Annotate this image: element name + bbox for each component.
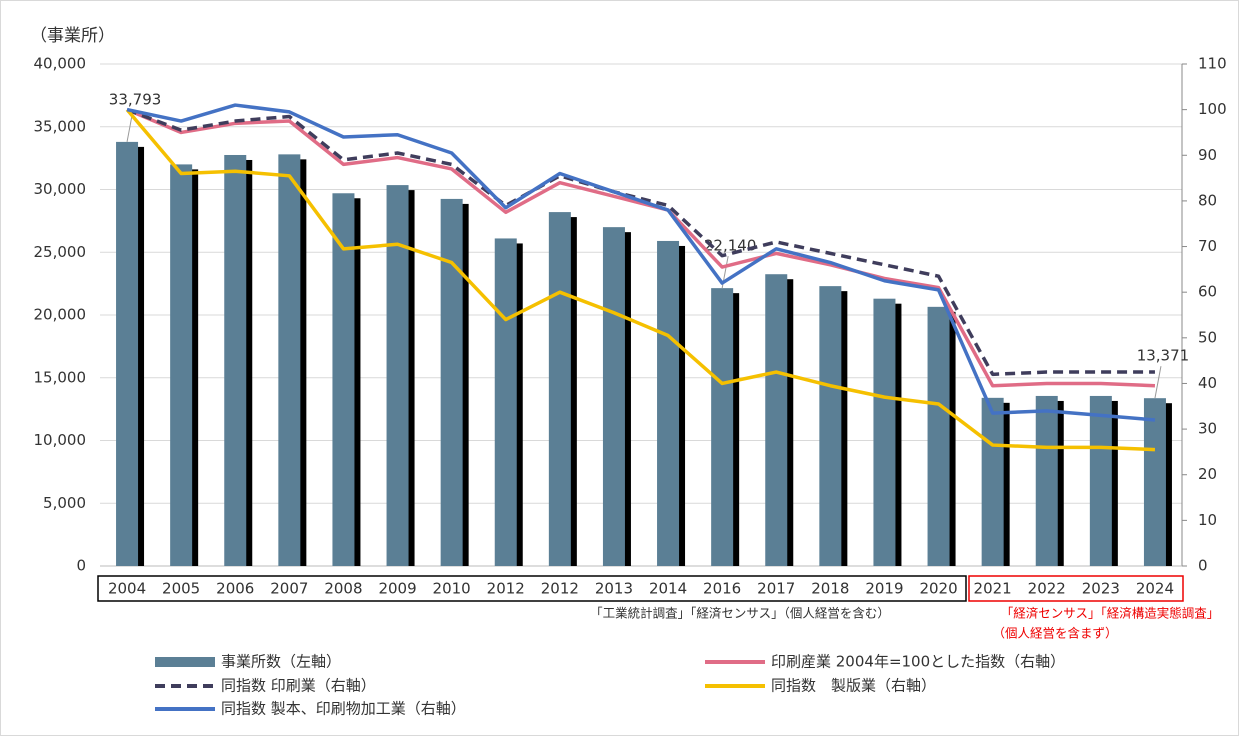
legend-label: 印刷産業 2004年=100とした指数（右軸）: [771, 653, 1065, 671]
y2-tick-label: 90: [1198, 146, 1217, 164]
y-tick-label: 35,000: [34, 117, 87, 135]
bar: [386, 185, 409, 567]
x-tick-label: 2017: [757, 580, 795, 598]
x-tick-label: 2012: [541, 580, 579, 598]
legend-swatch: [155, 657, 215, 667]
bar: [548, 212, 571, 566]
y2-tick-label: 20: [1198, 465, 1217, 483]
bar: [170, 164, 193, 566]
x-tick-label: 2009: [378, 580, 416, 598]
bar: [927, 306, 950, 566]
bar: [116, 141, 139, 567]
line: [126, 103, 1156, 422]
bar: [819, 286, 842, 566]
data-label: 33,793: [109, 90, 162, 108]
x-tick-label: 2024: [1136, 580, 1174, 598]
x-tick-label: 2006: [216, 580, 254, 598]
y-tick-label: 15,000: [34, 368, 87, 386]
y-tick-label: 25,000: [34, 243, 87, 261]
y-axis-title: （事業所）: [30, 26, 115, 46]
group-box: [97, 575, 967, 602]
bar: [1035, 395, 1058, 566]
x-tick-label: 2008: [324, 580, 362, 598]
y-tick-label: 40,000: [34, 55, 87, 73]
line: [126, 108, 1156, 388]
y2-tick-label: 110: [1198, 55, 1227, 73]
x-tick-label: 2012: [487, 580, 525, 598]
x-tick-label: 2013: [595, 580, 633, 598]
annotation: 「工業統計調査」「経済センサス」（個人経営を含む）: [590, 606, 890, 621]
leader-line: [1154, 366, 1162, 399]
line: [125, 108, 1156, 452]
x-tick-label: 2018: [811, 580, 849, 598]
y2-tick-label: 0: [1198, 557, 1208, 575]
bar: [494, 238, 517, 566]
bar: [278, 154, 301, 567]
bar: [224, 154, 247, 567]
y2-tick-label: 70: [1198, 237, 1217, 255]
legend-label: 同指数 製版業（右軸）: [771, 677, 936, 695]
legend-label: 同指数 印刷業（右軸）: [221, 677, 376, 695]
x-tick-label: 2019: [865, 580, 903, 598]
y2-tick-label: 30: [1198, 420, 1217, 438]
x-tick-label: 2021: [974, 580, 1012, 598]
bar: [765, 274, 788, 566]
legend-label: 同指数 製本、印刷物加工業（右軸）: [221, 700, 466, 718]
bar: [1089, 395, 1112, 566]
y-tick-label: 20,000: [34, 306, 87, 324]
bar: [332, 193, 355, 566]
x-tick-label: 2010: [433, 580, 471, 598]
y2-tick-label: 100: [1198, 100, 1227, 118]
x-tick-label: 2005: [162, 580, 200, 598]
bar: [981, 397, 1004, 566]
y2-tick-label: 80: [1198, 191, 1217, 209]
data-label: 22,140: [704, 237, 757, 255]
group-box: [968, 575, 1184, 602]
line: [126, 107, 1155, 377]
y-tick-label: 10,000: [34, 431, 87, 449]
bar: [711, 288, 734, 566]
y-tick-label: 0: [76, 557, 86, 575]
bar: [602, 227, 625, 566]
x-tick-label: 2023: [1082, 580, 1120, 598]
bar: [873, 298, 896, 566]
y-tick-label: 5,000: [43, 494, 86, 512]
x-tick-label: 2016: [703, 580, 741, 598]
y2-tick-label: 60: [1198, 283, 1217, 301]
bar: [1143, 398, 1166, 566]
x-tick-label: 2007: [270, 580, 308, 598]
y2-tick-label: 50: [1198, 328, 1217, 346]
x-tick-label: 2014: [649, 580, 687, 598]
x-tick-label: 2004: [108, 580, 146, 598]
x-tick-label: 2020: [919, 580, 957, 598]
bar: [440, 198, 463, 566]
y2-tick-label: 40: [1198, 374, 1217, 392]
annotation: 「経済センサス」「経済構造実態調査」: [1001, 606, 1220, 621]
y2-tick-label: 10: [1198, 511, 1217, 529]
bar: [657, 240, 680, 566]
legend-label: 事業所数（左軸）: [221, 653, 341, 671]
data-label: 13,371: [1137, 347, 1190, 365]
annotation: （個人経営を含まず）: [992, 626, 1117, 641]
y-tick-label: 30,000: [34, 180, 87, 198]
x-tick-label: 2022: [1028, 580, 1066, 598]
